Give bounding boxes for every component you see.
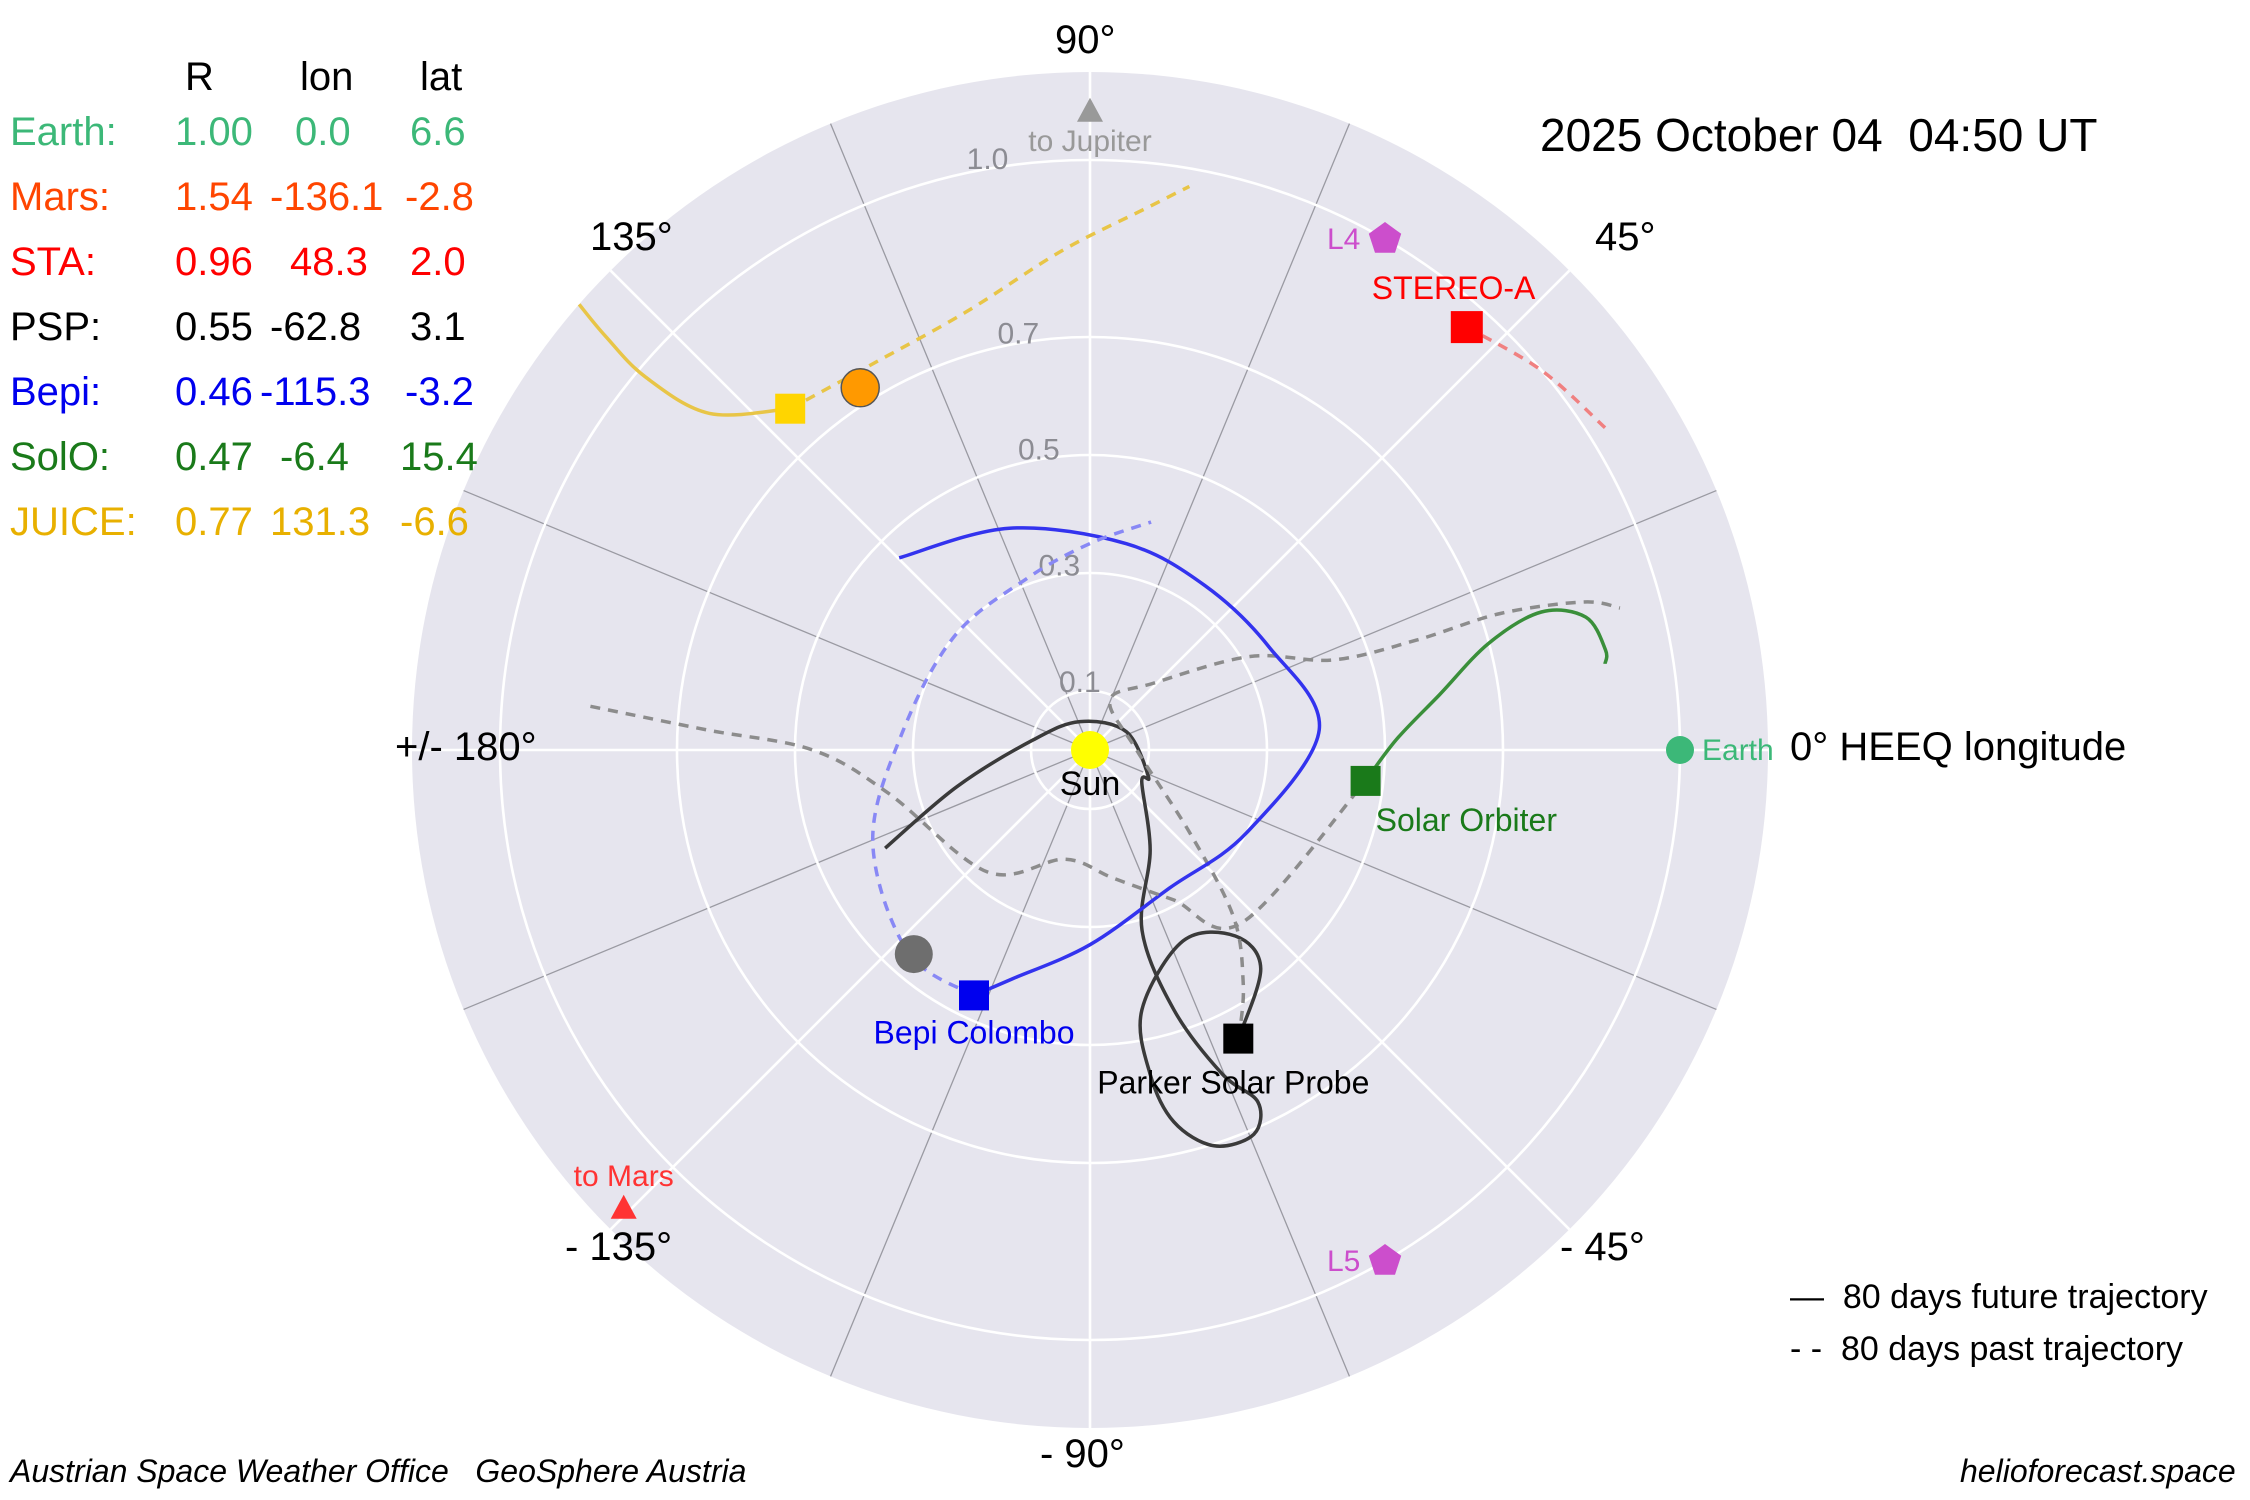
svg-text:to Mars: to Mars [574,1160,674,1193]
svg-text:Earth: Earth [1702,734,1774,767]
svg-text:1.0: 1.0 [967,143,1009,176]
svg-text:0.1: 0.1 [1059,666,1101,699]
svg-text:Solar Orbiter: Solar Orbiter [1376,802,1558,838]
svg-text:0.7: 0.7 [997,317,1039,350]
svg-text:0.5: 0.5 [1018,434,1060,467]
svg-text:Sun: Sun [1060,765,1121,803]
svg-text:L5: L5 [1327,1245,1360,1278]
svg-text:Bepi Colombo: Bepi Colombo [874,1014,1075,1050]
svg-text:to Jupiter: to Jupiter [1028,125,1151,158]
svg-text:L4: L4 [1327,223,1360,256]
svg-text:0.3: 0.3 [1038,550,1080,583]
svg-text:Parker Solar Probe: Parker Solar Probe [1097,1065,1369,1101]
svg-text:STEREO-A: STEREO-A [1372,270,1536,306]
